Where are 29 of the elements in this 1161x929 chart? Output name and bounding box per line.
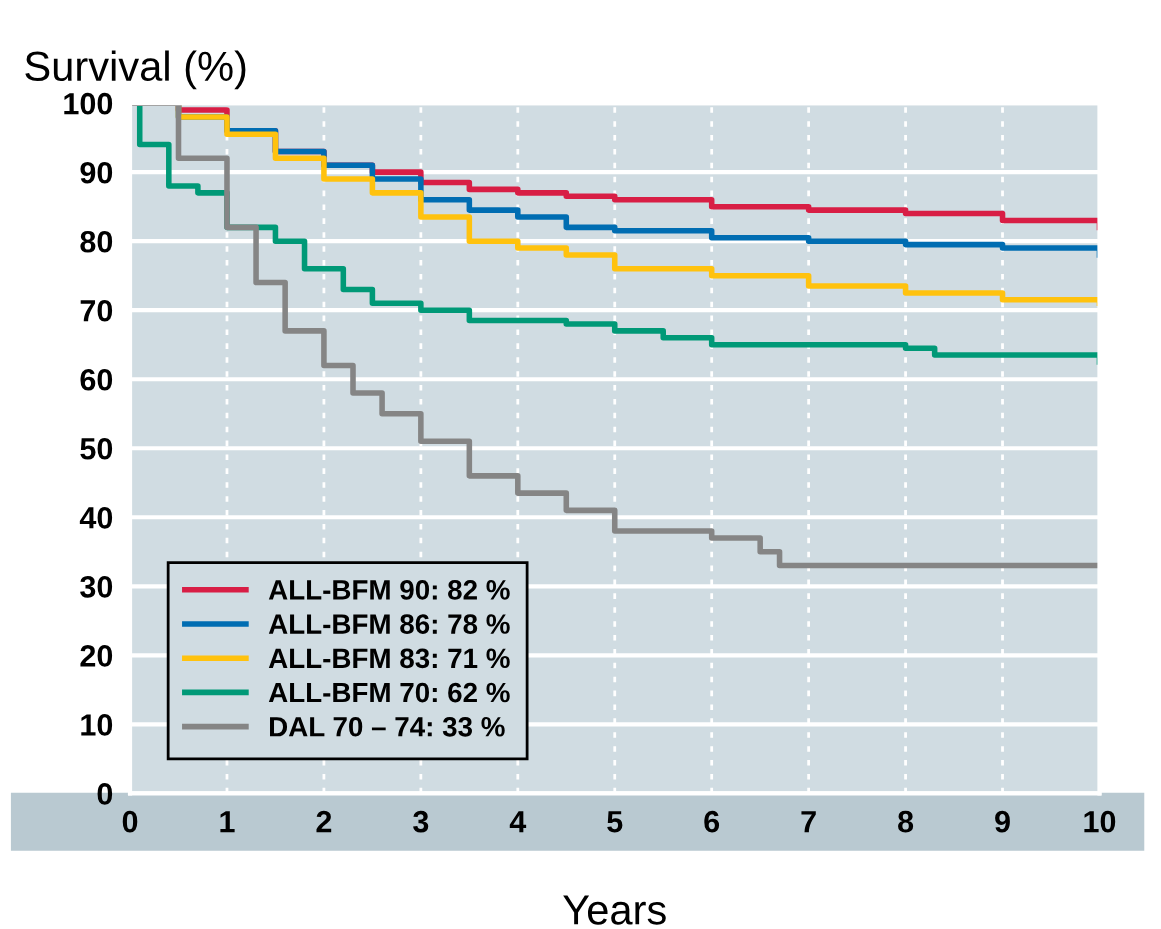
y-tick-label: 60 [80,368,113,391]
legend-label: ALL-BFM 86: 78 % [268,614,510,634]
y-tick-label: 70 [80,299,113,322]
x-tick-label: 1 [220,811,235,833]
y-tick-label: 50 [80,437,113,460]
x-tick-label: 0 [122,810,138,833]
legend-label: ALL-BFM 70: 62 % [268,682,510,703]
x-tick-label: 7 [801,811,816,833]
x-axis-title: Years [563,895,666,925]
y-axis-title: Survival (%) [25,50,246,90]
y-tick-label: 100 [64,92,113,115]
x-tick-label: 8 [898,810,914,833]
y-tick-label: 90 [80,161,113,184]
legend-label: ALL-BFM 83: 71 % [268,648,510,669]
x-tick-label: 9 [995,810,1010,833]
x-tick-label: 2 [316,810,332,833]
x-tick-label: 5 [607,811,623,833]
x-tick-label: 4 [509,811,527,833]
y-tick-label: 10 [81,714,113,736]
y-tick-label: 0 [97,783,113,805]
x-tick-label: 10 [1084,810,1116,833]
y-tick-label: 20 [80,645,113,667]
x-tick-label: 3 [413,810,429,833]
legend-label: ALL-BFM 90: 82 % [268,580,510,600]
legend-label: DAL 70 – 74: 33 % [270,716,505,737]
y-tick-label: 80 [80,230,113,253]
y-tick-label: 30 [80,576,113,598]
x-tick-label: 6 [704,810,720,833]
y-tick-label: 40 [79,507,113,529]
